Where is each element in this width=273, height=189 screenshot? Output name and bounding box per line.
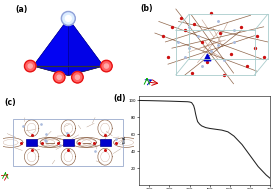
- Circle shape: [100, 60, 112, 72]
- Circle shape: [54, 71, 65, 83]
- Circle shape: [61, 11, 75, 26]
- Text: (b): (b): [140, 4, 153, 13]
- Polygon shape: [68, 19, 103, 76]
- Polygon shape: [33, 19, 68, 76]
- Circle shape: [75, 75, 79, 79]
- Circle shape: [24, 60, 36, 72]
- Y-axis label: TGA: TGA: [123, 136, 127, 145]
- Circle shape: [57, 75, 61, 79]
- Text: (d): (d): [113, 94, 125, 103]
- Circle shape: [28, 64, 32, 68]
- Circle shape: [73, 73, 82, 81]
- Polygon shape: [33, 66, 103, 76]
- Circle shape: [55, 73, 63, 81]
- Circle shape: [26, 62, 34, 70]
- Circle shape: [66, 15, 71, 21]
- Circle shape: [72, 71, 83, 83]
- Bar: [100, 139, 111, 146]
- Polygon shape: [33, 19, 103, 66]
- Point: [205, 56, 209, 59]
- Bar: [26, 139, 37, 146]
- Bar: [63, 139, 74, 146]
- Text: (c): (c): [4, 98, 16, 107]
- Circle shape: [63, 13, 74, 24]
- Circle shape: [102, 62, 111, 70]
- Text: (a): (a): [16, 5, 28, 14]
- Circle shape: [104, 64, 108, 68]
